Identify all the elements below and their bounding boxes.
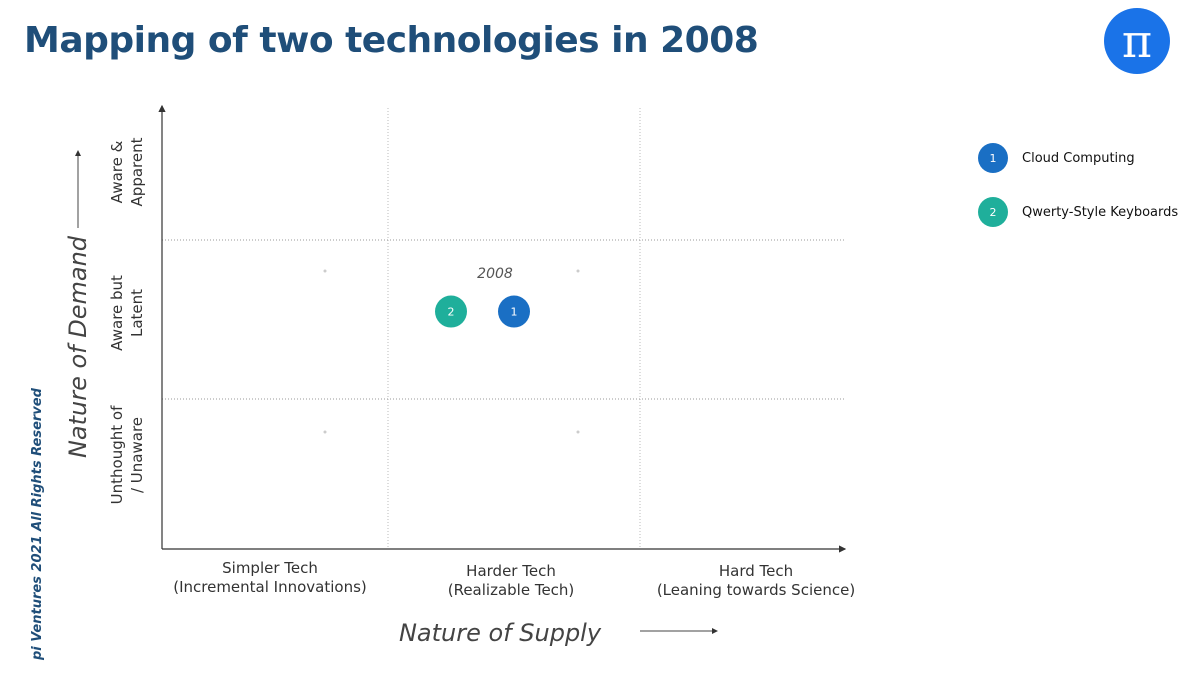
- x-axis-title: Nature of Supply: [399, 619, 602, 647]
- pi-logo-icon: π: [1104, 8, 1170, 74]
- legend-item-cloud-computing: 1 Cloud Computing: [978, 143, 1135, 173]
- data-point-1: 1: [498, 295, 530, 328]
- svg-text:Aware &Apparent: Aware & Apparent: [108, 137, 146, 206]
- grid-dot: [323, 269, 327, 273]
- legend-label: Cloud Computing: [1022, 150, 1135, 166]
- legend-marker-2: 2: [978, 197, 1008, 227]
- y-tick-label: Aware & Apparent: [108, 137, 146, 206]
- y-axis-title: Nature of Demand: [64, 235, 92, 458]
- year-annotation: 2008: [477, 266, 513, 282]
- data-point-label: 2: [448, 306, 455, 319]
- data-point-2: 2: [435, 295, 467, 328]
- legend-label: Qwerty-Style Keyboards: [1022, 204, 1179, 220]
- legend-marker-1: 1: [978, 143, 1008, 173]
- legend-item-qwerty-keyboards: 2 Qwerty-Style Keyboards: [978, 197, 1178, 227]
- page-title: Mapping of two technologies in 2008: [24, 20, 759, 61]
- y-tick-label: Aware but Latent: [108, 275, 146, 351]
- grid-dot: [576, 430, 580, 434]
- svg-text:Nature of Demand: Nature of Demand: [64, 235, 92, 458]
- x-tick-label: Harder Tech (Realizable Tech): [448, 562, 575, 599]
- y-tick-label: Unthought of / Unaware: [108, 405, 146, 504]
- svg-text:Unthought of/ Unaware: Unthought of / Unaware: [108, 405, 146, 504]
- data-point-label: 1: [511, 306, 518, 319]
- grid-dot: [323, 430, 327, 434]
- x-tick-label: Simpler Tech (Incremental Innovations): [173, 559, 367, 596]
- x-tick-label: Hard Tech (Leaning towards Science): [657, 562, 855, 599]
- grid-dot: [576, 269, 580, 273]
